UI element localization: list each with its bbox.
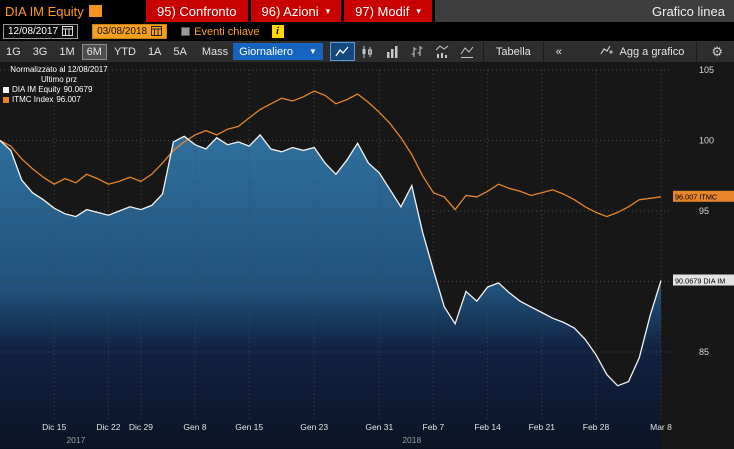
period-button-1g[interactable]: 1G: [6, 45, 21, 58]
add-to-chart-button[interactable]: Agg a grafico: [591, 44, 694, 59]
normalized-label: Normalizzato al 12/08/2017: [10, 65, 108, 74]
volume-icon[interactable]: [431, 43, 454, 60]
date-to-value: 03/08/2018: [97, 26, 148, 37]
security-name: DIA IM Equity: [5, 3, 84, 19]
screen-title: Grafico linea: [652, 3, 725, 19]
add-to-chart-label: Agg a grafico: [619, 45, 685, 58]
period-button-6m[interactable]: 6M: [81, 43, 107, 60]
separator: [696, 41, 698, 62]
legend-item-dia: DIA IM Equity 90.0679: [3, 85, 115, 95]
gear-icon[interactable]: ⚙: [711, 43, 723, 59]
dia-series-line: [0, 133, 662, 387]
x-axis-label: Dic 22: [96, 422, 120, 432]
field-indicator-icon: [88, 5, 102, 17]
period-button-group: 1G 3G 1M 6M YTD 1A 5A: [0, 43, 193, 60]
y-axis-label: 85: [699, 347, 709, 357]
line-chart-icon[interactable]: [329, 42, 355, 61]
year-label: 2018: [402, 435, 421, 445]
calendar-icon[interactable]: [62, 25, 74, 39]
title-bar: DIA IM Equity 95) Confronto 96) Azioni ▾ 97…: [0, 0, 734, 22]
ohlc-icon[interactable]: [406, 43, 429, 60]
x-axis-label: Dic 29: [129, 422, 153, 432]
period-button-1a[interactable]: 1A: [147, 45, 162, 58]
itmc-last-value: 96.007: [56, 95, 81, 104]
chart-legend: Normalizzato al 12/08/2017 Ultimo prz DI…: [3, 65, 115, 105]
x-axis-label: Dic 15: [42, 422, 66, 432]
price-badge: [673, 274, 734, 286]
date-from-input[interactable]: 12/08/2017: [3, 24, 79, 39]
itmc-name: ITMC Index: [12, 95, 54, 104]
menu-button-modif[interactable]: 97) Modif ▾: [344, 0, 432, 22]
chevron-down-icon: ▾: [325, 5, 331, 16]
frequency-value: Giornaliero: [239, 45, 293, 58]
x-axis-label: Gen 31: [365, 422, 393, 432]
y-axis-label: 105: [699, 65, 714, 75]
x-axis-label: Feb 7: [423, 422, 445, 432]
x-axis-label: Feb 14: [474, 422, 501, 432]
screen-title-panel: Grafico linea: [434, 0, 734, 22]
x-axis-label: Mar 8: [650, 422, 672, 432]
x-axis-label: Gen 15: [235, 422, 263, 432]
menu-button-confronto[interactable]: 95) Confronto: [146, 0, 248, 22]
last-price-label: Ultimo prz: [40, 75, 77, 84]
menu-button-label: 97) Modif: [355, 3, 410, 19]
candlestick-icon[interactable]: [356, 43, 379, 60]
period-button-1m[interactable]: 1M: [59, 45, 75, 58]
period-button-5a[interactable]: 5A: [173, 45, 187, 58]
x-axis-label: Feb 28: [583, 422, 610, 432]
period-button-ytd[interactable]: YTD: [113, 45, 136, 58]
chevron-down-icon: ▼: [308, 47, 317, 56]
separator: [482, 41, 484, 62]
chart-plus-icon: [600, 44, 614, 59]
dia-area-fill: [0, 134, 661, 449]
chevron-down-icon: ▾: [416, 5, 421, 16]
legend-item-itmc: ITMC Index 96.007: [3, 95, 115, 105]
date-to-input[interactable]: 03/08/2018: [92, 24, 168, 39]
table-button[interactable]: Tabella: [495, 45, 531, 58]
y-axis-label: 95: [699, 206, 709, 216]
itmc-swatch-icon: [3, 97, 9, 103]
itmc-series-line: [0, 90, 662, 218]
svg-text:96.007 ITMC: 96.007 ITMC: [675, 193, 717, 202]
key-events-label: Eventi chiave: [194, 25, 260, 38]
menu-button-label: 96) Azioni: [261, 3, 319, 19]
menu-button-azioni[interactable]: 96) Azioni ▾: [250, 0, 342, 22]
mass-label: Mass: [201, 45, 229, 58]
date-from-value: 12/08/2017: [8, 26, 59, 37]
key-events-checkbox[interactable]: [181, 27, 191, 36]
menu-button-label: 95) Confronto: [157, 3, 237, 19]
svg-text:90.0679 DIA IM: 90.0679 DIA IM: [675, 276, 725, 285]
chart-type-icon-group: [329, 42, 480, 61]
separator: [542, 41, 544, 62]
x-axis-label: Gen 23: [300, 422, 328, 432]
dia-name: DIA IM Equity: [12, 85, 61, 94]
y-axis-label: 100: [699, 136, 714, 146]
dual-axis-icon[interactable]: [456, 43, 479, 60]
calendar-icon[interactable]: [151, 25, 163, 39]
dia-swatch-icon: [3, 87, 9, 93]
frequency-dropdown[interactable]: Giornaliero ▼: [233, 43, 323, 60]
security-field[interactable]: DIA IM Equity: [0, 0, 146, 22]
menu-button-group: 95) Confronto 96) Azioni ▾ 97) Modif ▾: [146, 0, 435, 22]
dia-last-value: 90.0679: [63, 85, 93, 94]
chart-toolbar: 1G 3G 1M 6M YTD 1A 5A Mass Giornaliero ▼ Tabel…: [0, 41, 734, 62]
info-icon[interactable]: i: [271, 25, 284, 38]
collapse-button[interactable]: «: [555, 45, 562, 58]
bar-chart-icon[interactable]: [381, 43, 404, 60]
price-badge: [673, 190, 734, 202]
x-axis-label: Feb 21: [529, 422, 556, 432]
year-label: 2017: [66, 435, 85, 445]
period-button-3g[interactable]: 3G: [32, 45, 48, 58]
date-range-bar: 12/08/2017 03/08/2018 Eventi chiave i: [0, 22, 734, 41]
x-axis-label: Gen 8: [183, 422, 206, 432]
